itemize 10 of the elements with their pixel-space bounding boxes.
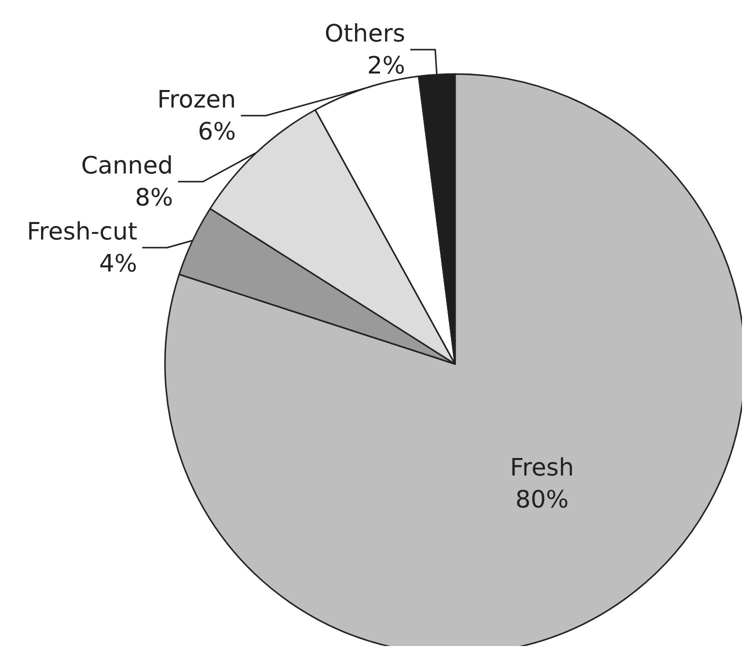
data-label: 2%	[367, 52, 406, 80]
slice-label: Fresh	[510, 454, 574, 482]
slice-label: Canned	[81, 152, 174, 180]
slice-label: Others	[324, 20, 406, 48]
data-label: 4%	[99, 250, 138, 278]
slice-label: Fresh-cut	[26, 218, 138, 246]
data-label: 80%	[515, 486, 569, 514]
slice-label: Frozen	[157, 86, 236, 114]
data-label: 6%	[198, 118, 236, 146]
data-label: 8%	[134, 184, 174, 212]
